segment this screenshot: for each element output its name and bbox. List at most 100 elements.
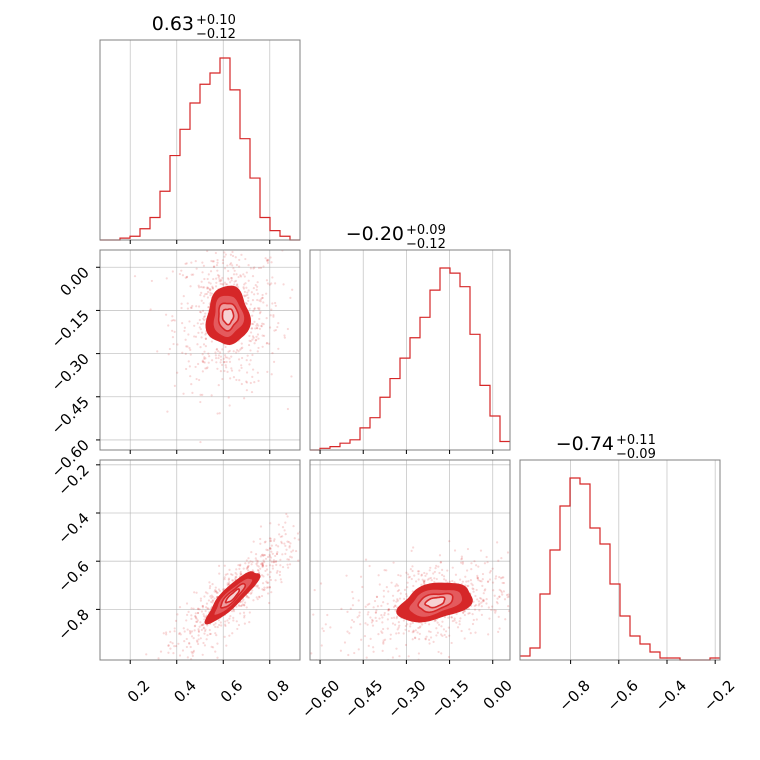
sample-point	[256, 585, 259, 588]
histogram-bar	[150, 217, 160, 240]
sample-point	[377, 632, 380, 636]
sample-point	[204, 629, 207, 633]
sample-point	[227, 583, 231, 586]
sample-point	[498, 627, 501, 630]
sample-point	[280, 542, 283, 545]
x-tick-label: 0.6	[217, 677, 247, 707]
sample-point	[248, 339, 251, 342]
sample-point	[458, 578, 462, 581]
sample-point	[199, 400, 202, 404]
sample-point	[218, 280, 221, 283]
sample-point	[261, 562, 264, 566]
sample-point	[217, 241, 219, 243]
sample-point	[173, 330, 176, 333]
sample-point	[189, 353, 192, 356]
sample-point	[257, 324, 260, 327]
sample-point	[366, 623, 369, 626]
sample-point	[257, 587, 261, 590]
sample-point	[270, 560, 273, 564]
sample-point	[228, 617, 231, 620]
sample-point	[277, 523, 280, 526]
sample-point	[210, 600, 213, 604]
sample-point	[188, 320, 191, 323]
sample-point	[286, 558, 289, 561]
sample-point	[223, 576, 226, 579]
sample-point	[205, 638, 208, 641]
sample-point	[252, 336, 255, 339]
sample-point	[447, 655, 451, 659]
sample-point	[261, 553, 264, 556]
sample-point	[432, 572, 435, 575]
sample-point	[209, 584, 212, 588]
sample-point	[207, 361, 210, 364]
sample-point	[481, 600, 484, 603]
sample-point	[181, 649, 185, 652]
histogram-bar	[480, 385, 490, 450]
sample-point	[438, 554, 442, 557]
sample-point	[499, 577, 503, 580]
sample-point	[200, 280, 203, 283]
sample-point	[515, 590, 517, 592]
pair-0-1-grid	[100, 250, 300, 450]
sample-point	[424, 637, 427, 640]
sample-point	[210, 292, 214, 295]
sample-point	[395, 583, 398, 586]
sample-point	[223, 564, 226, 567]
sample-point	[258, 317, 261, 321]
sample-point	[287, 540, 290, 544]
sample-point	[204, 337, 207, 340]
sample-point	[191, 652, 194, 655]
histogram-bar	[380, 397, 390, 450]
sample-point	[217, 350, 220, 353]
sample-point	[286, 327, 289, 331]
sample-point	[348, 632, 351, 635]
x-tick-label: −0.6	[604, 677, 642, 715]
sample-point	[201, 309, 205, 312]
sample-point	[246, 596, 249, 599]
x-tick-label: −0.45	[341, 677, 386, 722]
histogram-bar	[630, 636, 640, 660]
y-tick-label: 0.00	[56, 263, 92, 299]
sample-point	[166, 671, 168, 673]
sample-point	[194, 335, 198, 338]
sample-point	[263, 554, 266, 557]
sample-point	[510, 578, 512, 580]
histogram-bar	[500, 441, 510, 450]
sample-point	[261, 565, 265, 568]
sample-point	[243, 601, 247, 604]
sample-point	[202, 613, 205, 616]
sample-point	[352, 597, 355, 600]
sample-point	[426, 578, 429, 581]
sample-point	[480, 613, 483, 616]
sample-point	[380, 630, 383, 633]
sample-point	[249, 331, 253, 334]
sample-point	[208, 355, 211, 358]
sample-point	[250, 291, 253, 294]
sample-point	[500, 557, 503, 560]
sample-point	[223, 578, 226, 581]
sample-point	[210, 596, 213, 600]
sample-point	[195, 639, 199, 642]
sample-point	[214, 285, 218, 288]
sample-point	[256, 322, 259, 326]
sample-point	[210, 259, 213, 263]
sample-point	[490, 605, 494, 608]
sample-point	[263, 560, 266, 564]
sample-point	[261, 345, 264, 348]
sample-point	[206, 607, 209, 610]
sample-point	[200, 624, 203, 627]
sample-point	[209, 291, 212, 295]
sample-point	[228, 634, 231, 637]
sample-point	[409, 568, 412, 571]
sample-point	[540, 584, 542, 586]
sample-point	[259, 266, 263, 269]
sample-point	[264, 569, 267, 573]
sample-point	[435, 577, 438, 581]
sample-point	[236, 627, 239, 631]
sample-point	[247, 569, 250, 572]
histogram-bar	[160, 191, 170, 240]
sample-point	[270, 373, 273, 376]
sample-point	[261, 564, 265, 567]
sample-point	[284, 532, 287, 536]
sample-point	[188, 365, 191, 368]
